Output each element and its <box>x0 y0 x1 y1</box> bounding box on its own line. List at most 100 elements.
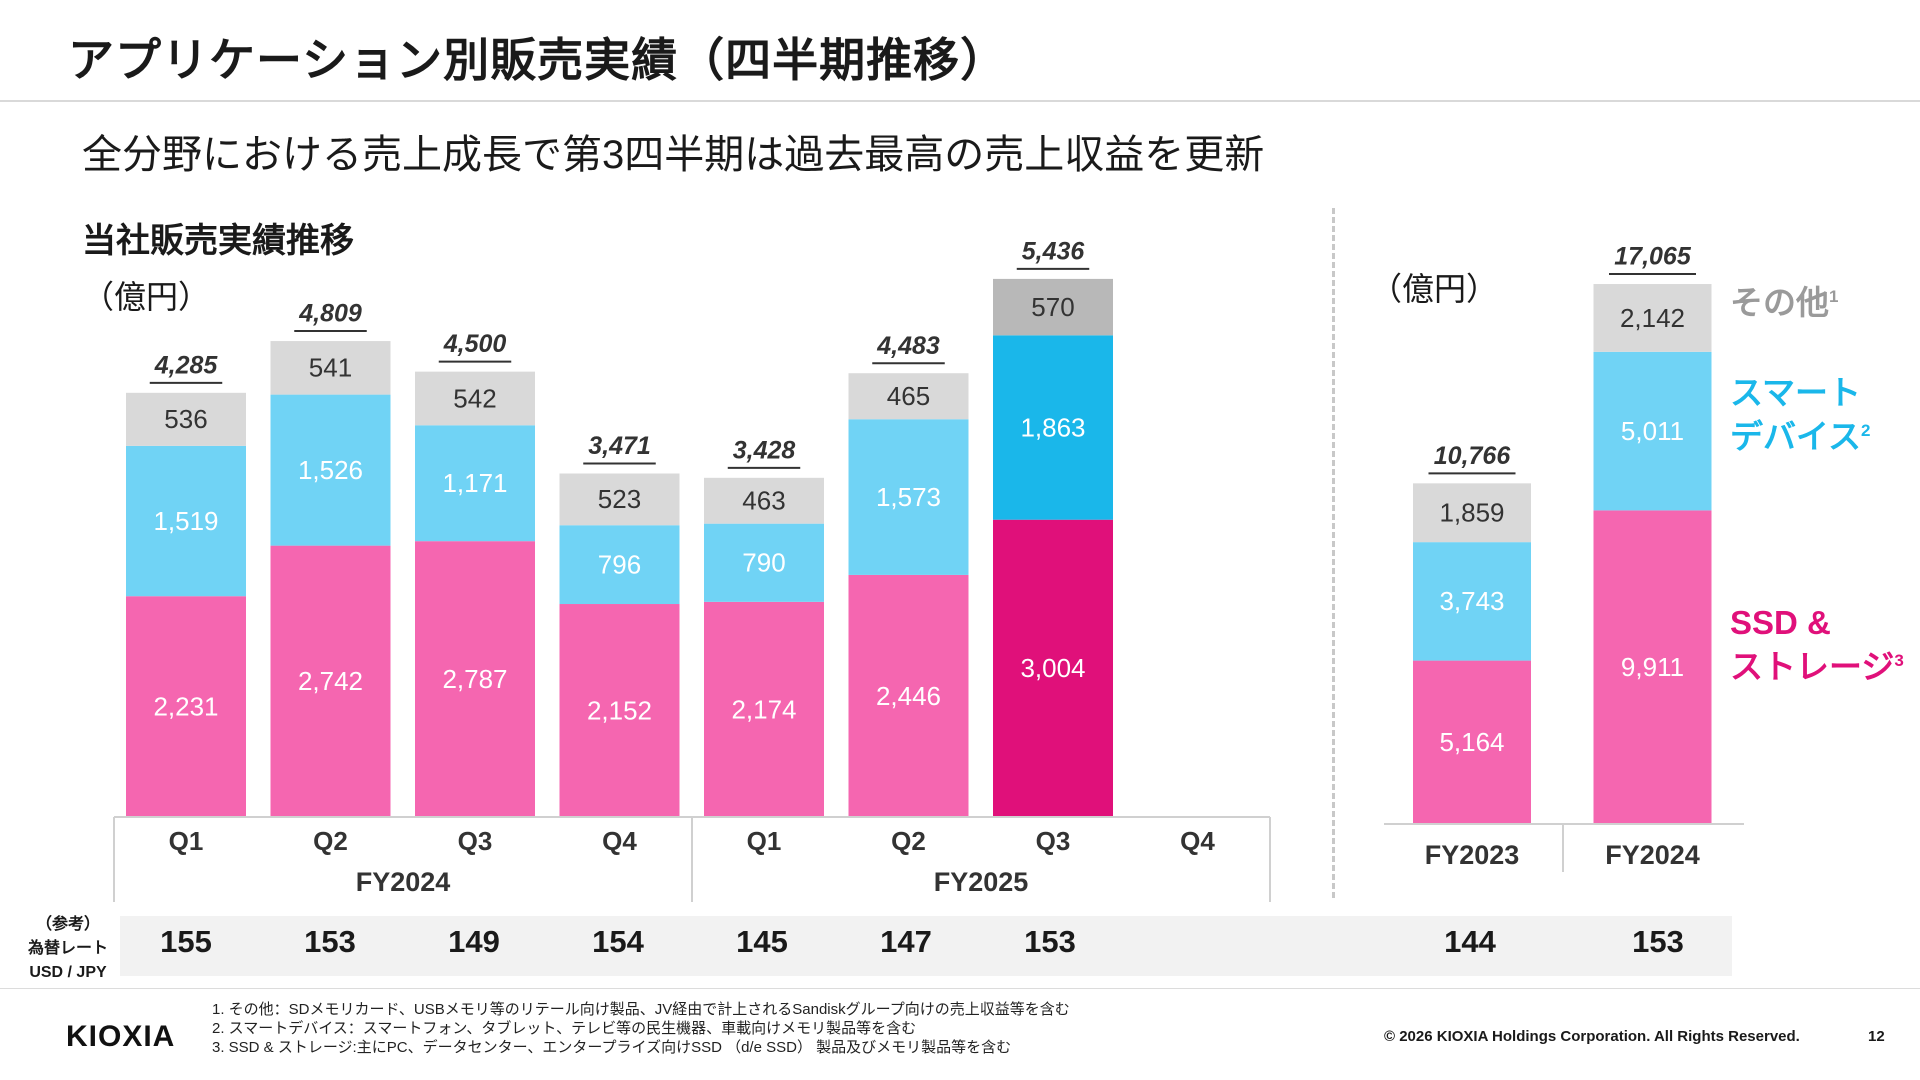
fy-ssd-label-1: 9,911 <box>1621 652 1684 682</box>
headline: 全分野における売上成長で第3四半期は過去最高の売上収益を更新 <box>82 133 1265 177</box>
fx-rate-fy2025-q3: 153 <box>1024 924 1076 959</box>
footnote-3: 3. SSD & ストレージ:主にPC、データセンター、エンタープライズ向けSS… <box>212 1039 1012 1056</box>
q-other-label-1: 541 <box>309 353 352 383</box>
chart-divider <box>1332 208 1335 898</box>
footer-divider <box>0 988 1920 989</box>
fx-rate-fy2024-q3: 149 <box>448 924 500 959</box>
fy-other-label-1: 2,142 <box>1620 303 1685 333</box>
legend-ssd-line2: ストレージ <box>1730 648 1895 685</box>
q-smart-bar-0 <box>126 445 246 597</box>
q-total-label-6: 5,436 <box>1022 238 1086 266</box>
q-tick-label-7: Q4 <box>1180 826 1215 856</box>
fy-tick-label-0: FY2023 <box>1425 840 1520 870</box>
q-ssd-label-2: 2,787 <box>442 664 507 694</box>
fy-other-bar-1 <box>1593 284 1712 352</box>
fy-ssd-label-0: 5,164 <box>1439 727 1504 757</box>
fx-rate-fy2025-q1: 145 <box>736 924 788 959</box>
q-other-bar-1 <box>270 341 391 395</box>
fy-smart-bar-1 <box>1593 351 1712 511</box>
q-smart-bar-2 <box>415 425 535 542</box>
legend-smart-line2: デバイス <box>1730 418 1862 455</box>
q-other-bar-3 <box>559 473 680 526</box>
legend-other-note: 1 <box>1829 287 1839 306</box>
footnote-1: 1. その他：SDメモリカード、USBメモリ等のリテール向け製品、JV経由で計上… <box>212 1001 1070 1018</box>
q-smart-label-2: 1,171 <box>442 468 507 498</box>
legend-smart-line1: スマート <box>1730 374 1862 411</box>
q-other-label-2: 542 <box>453 383 496 413</box>
fx-rate-band <box>120 916 1732 976</box>
footnote-2: 2. スマートデバイス：スマートフォン、タブレット、テレビ等の民生機器、車載向け… <box>212 1020 917 1037</box>
q-tick-label-5: Q2 <box>891 826 926 856</box>
fy-tick-label-1: FY2024 <box>1605 840 1700 870</box>
q-other-label-3: 523 <box>598 484 641 514</box>
q-smart-bar-4 <box>704 523 824 602</box>
q-smart-label-0: 1,519 <box>153 506 218 536</box>
q-ssd-bar-0 <box>126 596 246 817</box>
copyright: © 2026 KIOXIA Holdings Corporation. All … <box>1384 1028 1800 1045</box>
q-other-bar-0 <box>126 392 246 446</box>
q-total-label-1: 4,809 <box>298 300 362 328</box>
fy-smart-label-1: 5,011 <box>1621 416 1684 446</box>
fy-total-label-1: 17,065 <box>1614 243 1692 271</box>
q-ssd-label-6: 3,004 <box>1020 653 1085 683</box>
fx-rate-fy2025-q2: 147 <box>880 924 932 959</box>
q-smart-bar-5 <box>848 419 969 575</box>
fx-label-line2: 為替レート <box>27 940 108 957</box>
fx-rate-fy2024: 153 <box>1632 924 1684 959</box>
q-other-bar-2 <box>415 371 535 426</box>
q-tick-label-1: Q2 <box>313 826 348 856</box>
fx-label-line3: USD / JPY <box>29 964 107 981</box>
q-tick-label-0: Q1 <box>169 826 204 856</box>
q-tick-label-2: Q3 <box>458 826 493 856</box>
q-smart-bar-1 <box>270 394 391 546</box>
legend-other: その他1 <box>1730 278 1838 322</box>
unit-label-annual: （億円） <box>1370 271 1499 307</box>
fy-ssd-bar-1 <box>1593 510 1712 824</box>
q-ssd-label-0: 2,231 <box>153 691 218 721</box>
fx-label-line1: （参考） <box>35 916 100 933</box>
fy-other-label-0: 1,859 <box>1439 498 1504 528</box>
q-smart-label-6: 1,863 <box>1020 412 1085 442</box>
q-other-label-5: 465 <box>887 381 930 411</box>
q-ssd-bar-6 <box>993 519 1113 817</box>
fx-rate-fy2024-q1: 155 <box>160 924 212 959</box>
legend-other-label: その他 <box>1730 284 1829 321</box>
fx-rate-fy2023: 144 <box>1444 924 1496 959</box>
q-ssd-label-5: 2,446 <box>876 681 941 711</box>
q-ssd-label-1: 2,742 <box>298 666 363 696</box>
q-smart-label-1: 1,526 <box>298 455 363 485</box>
q-total-label-5: 4,483 <box>876 332 940 360</box>
legend-ssd-storage: SSD & ストレージ3 <box>1730 604 1904 686</box>
legend-smart-note: 2 <box>1861 421 1871 440</box>
q-ssd-bar-4 <box>704 601 824 817</box>
kioxia-logo: KIOXIA <box>66 1020 176 1053</box>
section-title: 当社販売実績推移 <box>82 222 354 260</box>
legend-ssd-note: 3 <box>1894 651 1904 670</box>
page-title: アプリケーション別販売実績（四半期推移） <box>68 34 1008 86</box>
q-ssd-bar-3 <box>559 604 680 817</box>
q-smart-label-4: 790 <box>742 548 785 578</box>
q-other-label-0: 536 <box>164 404 207 434</box>
fx-rate-label: （参考） 為替レート USD / JPY <box>10 913 126 985</box>
q-group-label-1: FY2025 <box>934 867 1029 897</box>
q-tick-label-6: Q3 <box>1036 826 1071 856</box>
footnotes: 1. その他：SDメモリカード、USBメモリ等のリテール向け製品、JV経由で計上… <box>212 1000 1070 1057</box>
q-ssd-label-3: 2,152 <box>587 695 652 725</box>
fy-smart-label-0: 3,743 <box>1439 586 1504 616</box>
q-other-bar-4 <box>704 477 824 524</box>
q-other-label-4: 463 <box>742 486 785 516</box>
q-tick-label-4: Q1 <box>747 826 782 856</box>
q-ssd-label-4: 2,174 <box>731 694 796 724</box>
q-other-label-6: 570 <box>1031 292 1074 322</box>
fx-rate-fy2024-q4: 154 <box>592 924 644 959</box>
legend-smart-devices: スマート デバイス2 <box>1730 374 1870 456</box>
q-ssd-bar-1 <box>270 545 391 817</box>
q-total-label-2: 4,500 <box>443 330 507 358</box>
q-other-bar-6 <box>993 278 1113 336</box>
q-total-label-3: 3,471 <box>588 432 651 460</box>
q-smart-label-5: 1,573 <box>876 482 941 512</box>
legend-ssd-line1: SSD & <box>1730 604 1831 641</box>
q-total-label-0: 4,285 <box>154 351 219 379</box>
q-tick-label-3: Q4 <box>602 826 637 856</box>
q-smart-label-3: 796 <box>598 550 641 580</box>
